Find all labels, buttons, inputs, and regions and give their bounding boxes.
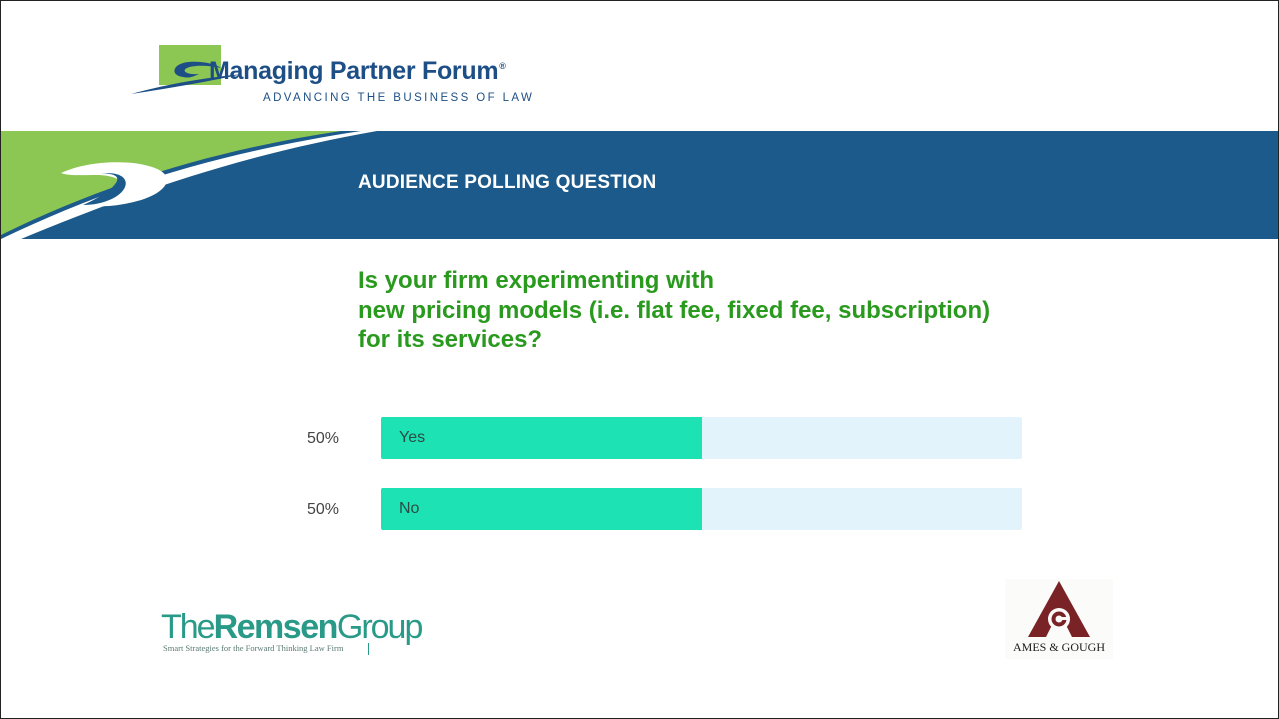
- poll-percent: 50%: [307, 430, 340, 447]
- poll-bar-fill: [381, 488, 702, 530]
- poll-bar-fill: [381, 417, 702, 459]
- poll-bar-track: No: [381, 488, 1022, 530]
- question-line: Is your firm experimenting with: [358, 267, 715, 294]
- poll-bar-track: Yes: [381, 417, 1022, 459]
- ames-gough-wordmark: AMES & GOUGH: [1012, 640, 1105, 654]
- poll-percent: 50%: [307, 501, 340, 518]
- remsen-group-logo: TheRemsenGroup Smart Strategies for the …: [161, 609, 423, 657]
- divider: [368, 643, 369, 655]
- banner-swoosh-icon: [1, 131, 1278, 239]
- poll-option-no: 50% No: [301, 488, 1023, 530]
- question-line: new pricing models (i.e. flat fee, fixed…: [358, 296, 991, 324]
- brand-name: Managing Partner Forum®: [209, 57, 506, 85]
- question-line: for its services?: [358, 326, 543, 353]
- remsen-wordmark: TheRemsenGroup: [161, 608, 423, 646]
- remsen-tagline: Smart Strategies for the Forward Thinkin…: [163, 643, 344, 653]
- ames-gough-logo: AMES & GOUGH: [1005, 579, 1113, 659]
- poll-option-yes: 50% Yes: [301, 417, 1023, 459]
- poll-option-label: No: [399, 500, 420, 517]
- poll-question: Is your firm experimenting with new pric…: [358, 266, 1118, 355]
- managing-partner-forum-logo: Managing Partner Forum® ADVANCING THE BU…: [131, 41, 571, 113]
- poll-option-label: Yes: [399, 429, 426, 446]
- brand-tagline: ADVANCING THE BUSINESS OF LAW: [263, 92, 535, 104]
- banner-title: AUDIENCE POLLING QUESTION: [358, 172, 657, 193]
- ames-gough-a-icon: [1028, 581, 1090, 637]
- mpf-swoosh-icon: [131, 45, 243, 94]
- title-banner: AUDIENCE POLLING QUESTION: [1, 131, 1278, 239]
